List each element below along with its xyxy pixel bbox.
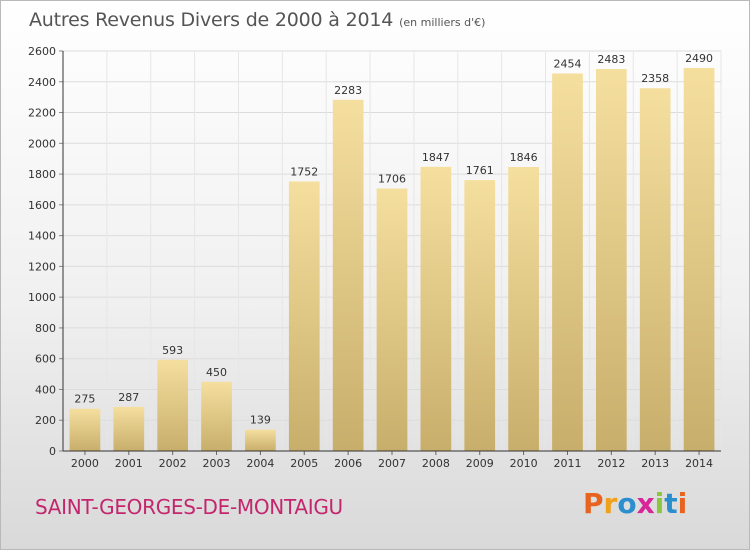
bar — [332, 99, 364, 452]
y-tick-label: 0 — [49, 445, 56, 458]
bar — [288, 181, 320, 451]
bar — [508, 167, 539, 451]
y-tick-label: 1400 — [28, 230, 56, 243]
y-tick-label: 2600 — [28, 45, 56, 58]
data-label: 1752 — [290, 165, 318, 178]
logo-letter: o — [617, 487, 637, 520]
bars — [69, 67, 715, 452]
x-tick-label: 2006 — [334, 457, 362, 470]
data-label: 450 — [206, 366, 227, 379]
chart-title: Autres Revenus Divers de 2000 à 2014 — [29, 9, 394, 31]
y-tick-label: 1200 — [28, 260, 56, 273]
x-tick-label: 2010 — [510, 457, 538, 470]
x-tick-label: 2001 — [115, 457, 143, 470]
y-tick-label: 400 — [35, 383, 56, 396]
y-tick-label: 2000 — [28, 137, 56, 150]
bar — [69, 408, 101, 451]
bar — [595, 69, 627, 451]
data-label: 593 — [162, 344, 183, 357]
x-tick-label: 2005 — [290, 457, 318, 470]
data-label: 1706 — [378, 173, 406, 186]
logo-letter: i — [654, 487, 665, 520]
bar — [552, 73, 583, 451]
data-label: 1847 — [422, 151, 450, 164]
logo-letter: x — [636, 487, 655, 520]
y-tick-label: 1800 — [28, 168, 56, 181]
data-label: 139 — [250, 414, 271, 427]
data-label: 2483 — [597, 53, 625, 66]
x-tick-label: 2011 — [553, 457, 581, 470]
axes: 0 200 400 600 800 1000 1200 1400 1600 1800 2000 220… — [28, 45, 721, 470]
logo-letter: P — [583, 487, 604, 520]
x-tick-label: 2000 — [71, 457, 99, 470]
logo-letter: t — [664, 487, 678, 520]
title-block: Autres Revenus Divers de 2000 à 2014 (en … — [29, 9, 485, 31]
y-tick-label: 800 — [35, 322, 56, 335]
x-tick-label: 2004 — [246, 457, 274, 470]
data-labels: 275 287 593 450 139 1752 2283 1706 1847 1761 1846 2… — [74, 52, 713, 427]
y-tick-label: 600 — [35, 353, 56, 366]
data-label: 275 — [74, 393, 95, 406]
bar — [376, 188, 408, 452]
x-tick-label: 2013 — [641, 457, 669, 470]
data-label: 2283 — [334, 84, 362, 97]
data-label: 1846 — [510, 151, 538, 164]
y-tick-label: 1600 — [28, 199, 56, 212]
logo-letter: r — [603, 487, 618, 520]
bar — [639, 88, 671, 451]
x-tick-label: 2014 — [685, 457, 713, 470]
y-tick-label: 2200 — [28, 107, 56, 120]
bar — [157, 359, 189, 451]
bar — [420, 166, 452, 451]
data-label: 2490 — [685, 52, 713, 65]
bar — [683, 67, 715, 451]
y-tick-label: 200 — [35, 414, 56, 427]
data-label: 2358 — [641, 72, 669, 85]
bar — [113, 406, 145, 451]
logo-letter: i — [677, 487, 688, 520]
y-tick-label: 2400 — [28, 76, 56, 89]
x-tick-label: 2003 — [203, 457, 231, 470]
bar — [245, 429, 276, 451]
data-label: 1761 — [466, 164, 494, 177]
proxiti-logo: Proxiti — [583, 487, 687, 520]
x-tick-label: 2012 — [597, 457, 625, 470]
data-label: 2454 — [553, 57, 581, 70]
y-tick-label: 1000 — [28, 291, 56, 304]
bar — [464, 180, 496, 452]
x-tick-label: 2008 — [422, 457, 450, 470]
x-tick-label: 2007 — [378, 457, 406, 470]
bar — [201, 381, 232, 451]
x-tick-label: 2002 — [159, 457, 187, 470]
chart-subtitle: (en milliers d'€) — [399, 16, 486, 29]
commune-name: SAINT-GEORGES-DE-MONTAIGU — [35, 495, 343, 519]
x-tick-label: 2009 — [466, 457, 494, 470]
data-label: 287 — [118, 391, 139, 404]
